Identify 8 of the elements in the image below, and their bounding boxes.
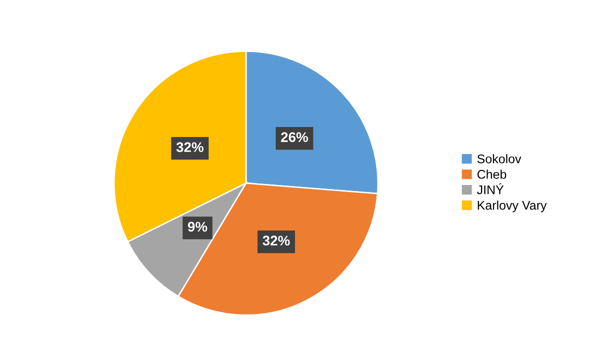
data-label: 9% <box>188 222 208 232</box>
legend-label: JINÝ <box>477 183 504 194</box>
legend-label: Karlovy Vary <box>478 200 547 212</box>
data-label: 32% <box>262 236 290 246</box>
legend-label: Sokolov <box>477 154 522 164</box>
data-label: 26% <box>281 132 308 142</box>
legend-label: Cheb <box>477 170 506 179</box>
data-label: 32% <box>176 142 204 152</box>
